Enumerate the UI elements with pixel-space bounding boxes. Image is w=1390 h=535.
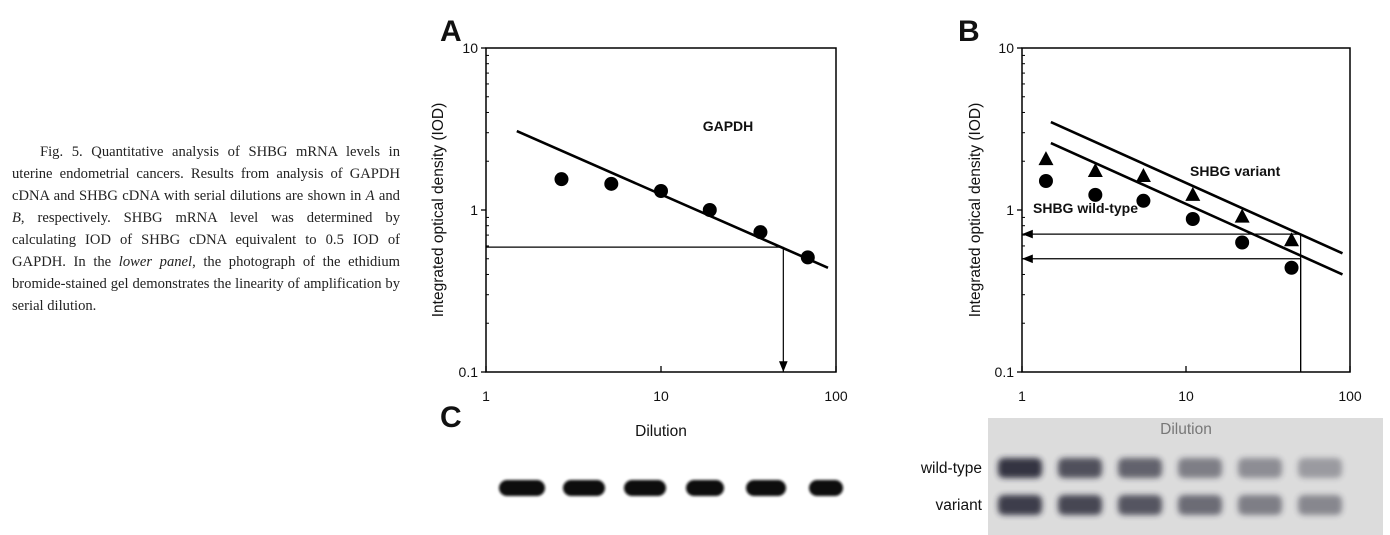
gel-band — [563, 480, 605, 496]
gel-band — [1238, 495, 1282, 515]
data-point — [1284, 232, 1300, 247]
data-point — [1087, 163, 1103, 178]
x-axis-label: Dilution — [1160, 421, 1212, 438]
gel-band — [1238, 458, 1282, 478]
gel-band — [998, 495, 1042, 515]
x-axis-label: Dilution — [635, 423, 687, 440]
panel-label: A — [440, 15, 462, 48]
data-point — [1038, 174, 1053, 189]
caption-text: A — [365, 188, 375, 204]
figure-caption: Fig. 5. Quantitative analysis of SHBG mR… — [12, 141, 400, 317]
fit-line — [516, 129, 829, 269]
series-label: SHBG variant — [1190, 163, 1281, 179]
data-point — [1234, 208, 1250, 223]
gel-band — [809, 480, 843, 496]
x-tick-label: 1 — [482, 388, 490, 404]
y-tick-label: 10 — [998, 40, 1014, 56]
data-point — [604, 176, 619, 191]
fit-line — [1050, 141, 1344, 276]
caption-text: B — [12, 210, 21, 226]
caption-text: and — [374, 188, 400, 204]
data-point — [1284, 260, 1299, 275]
y-tick-label: 1 — [470, 202, 478, 218]
gel-band — [746, 480, 786, 496]
y-tick-label: 10 — [462, 40, 478, 56]
x-tick-label: 100 — [1338, 388, 1362, 404]
x-tick-label: 100 — [824, 388, 848, 404]
data-point — [800, 250, 815, 265]
gel-band — [1058, 458, 1102, 478]
series-label: SHBG wild-type — [1033, 200, 1138, 216]
y-tick-label: 0.1 — [995, 364, 1015, 380]
gel-band — [998, 458, 1042, 478]
y-axis-label: Integrated optical density (IOD) — [430, 103, 447, 318]
data-point — [1135, 168, 1151, 183]
fit-line — [1050, 120, 1344, 255]
caption-text: Fig. 5. Quantitative analysis of SHBG mR… — [12, 144, 400, 204]
x-tick-label: 10 — [1178, 388, 1194, 404]
x-tick-label: 10 — [653, 388, 669, 404]
data-point — [1235, 235, 1250, 250]
caption-text: , respectively. SHBG mRNA level was dete… — [12, 210, 400, 270]
gel-band — [686, 480, 724, 496]
data-point — [654, 184, 668, 199]
caption-text: lower panel — [118, 254, 193, 270]
data-point — [1185, 211, 1200, 226]
gel-band — [1058, 495, 1102, 515]
data-point — [1136, 193, 1151, 208]
gel-band — [1298, 458, 1342, 478]
gel-band — [1118, 495, 1162, 515]
gel-band — [1298, 495, 1342, 515]
y-axis-label: Integrated optical density (IOD) — [967, 103, 984, 318]
data-point — [702, 203, 717, 217]
gel-band — [1118, 458, 1162, 478]
x-tick-label: 1 — [1018, 388, 1026, 404]
series-label: GAPDH — [703, 118, 754, 134]
data-point — [753, 225, 768, 240]
gel-row-label: variant — [935, 497, 982, 514]
gel-band — [499, 480, 545, 496]
y-tick-label: 1 — [1006, 202, 1014, 218]
data-point — [1088, 187, 1103, 202]
gel-row-label: wild-type — [920, 460, 982, 477]
caption-text: , the photograph of the ethidium bromide… — [12, 254, 400, 314]
panel-label: B — [958, 15, 980, 48]
data-point — [1185, 186, 1201, 201]
gel-band — [1178, 495, 1222, 515]
y-tick-label: 0.1 — [459, 364, 479, 380]
data-point — [1038, 151, 1054, 166]
gel-band — [1178, 458, 1222, 478]
data-point — [554, 172, 569, 187]
panel-label: C — [440, 401, 462, 434]
gel-band — [624, 480, 666, 496]
